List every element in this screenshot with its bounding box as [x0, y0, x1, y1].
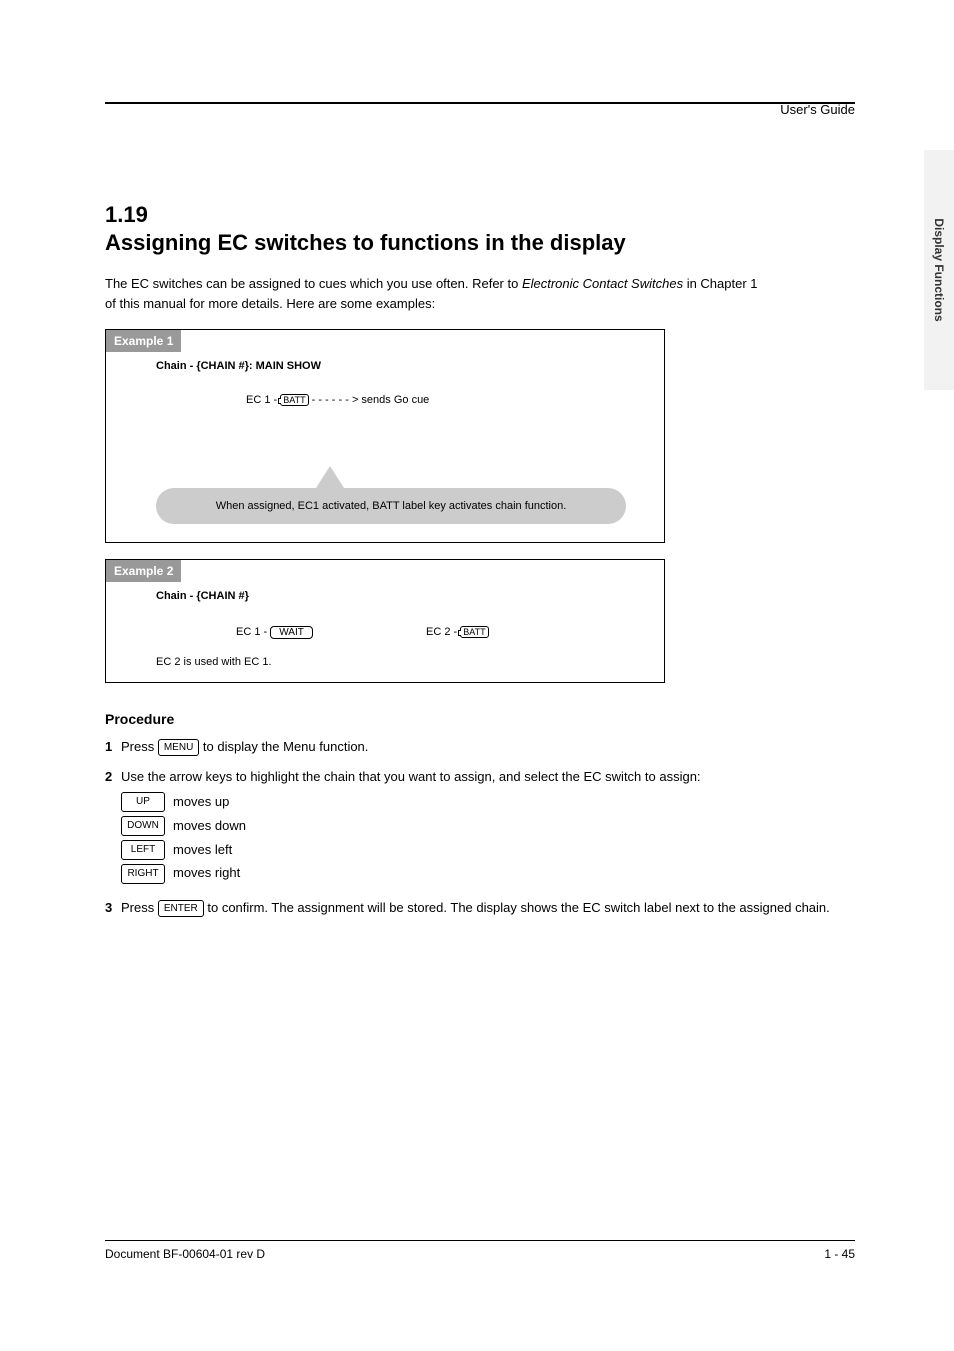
example-1-callout: When assigned, EC1 activated, BATT label…	[156, 488, 626, 524]
right-key-desc: moves right	[173, 863, 240, 884]
step-1-num: 1	[105, 737, 121, 757]
menu-key-icon: MENU	[158, 739, 199, 756]
step-1-suffix: to display the Menu function.	[199, 739, 368, 754]
example-2-content: Chain - {CHAIN #} EC 1 - WAIT EC 2 - BAT…	[106, 582, 664, 682]
ex1-chain-heading: Chain - {CHAIN #}: MAIN SHOW	[156, 360, 321, 372]
footer-rule	[105, 1240, 855, 1241]
side-tab-label: Display Functions	[932, 218, 946, 321]
ex2-chain-heading: Chain - {CHAIN #}	[156, 590, 249, 602]
key-row-left: LEFT moves left	[121, 840, 855, 861]
step-1: 1 Press MENU to display the Menu functio…	[105, 737, 855, 757]
header-rule	[105, 102, 855, 104]
step-3-num: 3	[105, 898, 121, 918]
page-footer: Document BF-00604-01 rev D 1 - 45	[105, 1240, 855, 1261]
ex2-ec1-prefix: EC 1 -	[236, 626, 270, 638]
ex2-ec1: EC 1 - WAIT	[236, 626, 313, 639]
section-number: 1.19	[105, 202, 855, 228]
enter-key-icon: ENTER	[158, 900, 204, 917]
step-2-num: 2	[105, 767, 121, 787]
ex1-ec-line: EC 1 - BATT - - - - - - > sends Go cue	[246, 394, 429, 406]
down-key-desc: moves down	[173, 816, 246, 837]
ex1-ec-prefix: EC 1 -	[246, 394, 280, 406]
callout-arrow-icon	[316, 466, 344, 488]
left-key-icon: LEFT	[121, 840, 165, 860]
example-2-tab: Example 2	[106, 560, 181, 582]
example-1-tab: Example 1	[106, 330, 181, 352]
page-header: User's Guide	[105, 102, 855, 162]
intro-text-1: The EC switches can be assigned to cues …	[105, 276, 522, 291]
key-row-down: DOWN moves down	[121, 816, 855, 837]
page-content: User's Guide 1.19 Assigning EC switches …	[105, 80, 855, 918]
ex1-ec-suffix: - - - - - - > sends Go cue	[309, 394, 430, 406]
callout-text: When assigned, EC1 activated, BATT label…	[216, 500, 567, 512]
key-row-right: RIGHT moves right	[121, 863, 855, 884]
step-2: 2 Use the arrow keys to highlight the ch…	[105, 767, 855, 787]
side-chapter-tab: Display Functions	[924, 150, 954, 390]
step-3-suffix: to confirm. The assignment will be store…	[204, 900, 830, 915]
ex2-ec2: EC 2 - BATT	[426, 626, 489, 638]
ex2-ec2-prefix: EC 2 -	[426, 626, 460, 638]
step-2-text: Use the arrow keys to highlight the chai…	[121, 767, 855, 787]
footer-doc-id: Document BF-00604-01 rev D	[105, 1247, 265, 1261]
batt-key-icon: BATT	[280, 394, 308, 406]
running-head: User's Guide	[780, 102, 855, 117]
left-key-desc: moves left	[173, 840, 232, 861]
ex2-note: EC 2 is used with EC 1.	[156, 656, 272, 668]
step-1-text: Press MENU to display the Menu function.	[121, 737, 855, 757]
intro-paragraph: The EC switches can be assigned to cues …	[105, 274, 765, 313]
wait-key-icon: WAIT	[270, 626, 313, 639]
step-3: 3 Press ENTER to confirm. The assignment…	[105, 898, 855, 918]
section-title: Assigning EC switches to functions in th…	[105, 230, 855, 256]
batt-key-icon-2: BATT	[460, 626, 488, 638]
up-key-icon: UP	[121, 792, 165, 812]
example-1-content: Chain - {CHAIN #}: MAIN SHOW EC 1 - BATT…	[106, 352, 664, 542]
right-key-icon: RIGHT	[121, 864, 165, 884]
footer-page-num: 1 - 45	[824, 1247, 855, 1261]
step-1-prefix: Press	[121, 739, 158, 754]
intro-ref: Electronic Contact Switches	[522, 276, 683, 291]
down-key-icon: DOWN	[121, 816, 165, 836]
footer-row: Document BF-00604-01 rev D 1 - 45	[105, 1247, 855, 1261]
step-3-text: Press ENTER to confirm. The assignment w…	[121, 898, 855, 918]
key-row-up: UP moves up	[121, 792, 855, 813]
example-2-box: Example 2 Chain - {CHAIN #} EC 1 - WAIT …	[105, 559, 665, 683]
procedure-heading: Procedure	[105, 711, 855, 727]
up-key-desc: moves up	[173, 792, 229, 813]
example-1-box: Example 1 Chain - {CHAIN #}: MAIN SHOW E…	[105, 329, 665, 543]
arrow-key-list: UP moves up DOWN moves down LEFT moves l…	[121, 792, 855, 884]
step-3-prefix: Press	[121, 900, 158, 915]
